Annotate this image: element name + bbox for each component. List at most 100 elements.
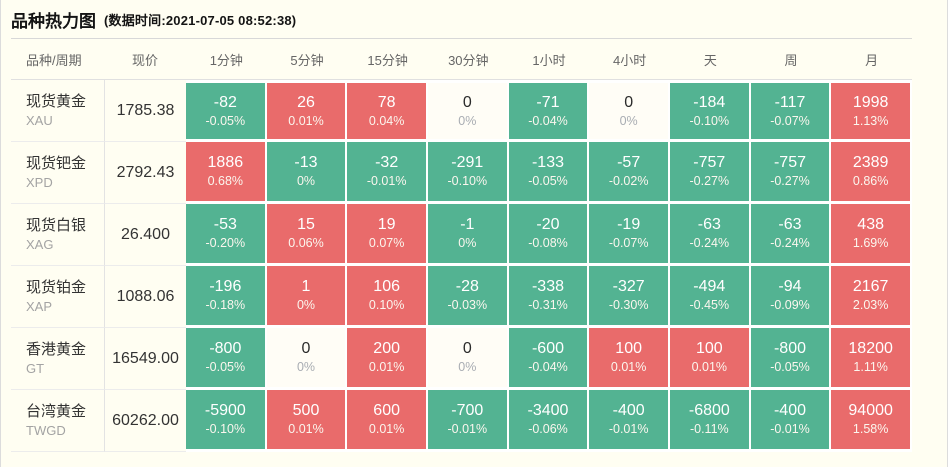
heat-percent: 0.01% — [288, 113, 324, 128]
column-header-1: 现价 — [131, 52, 158, 68]
heat-cell-周: -400 -0.01% — [750, 390, 832, 452]
heat-cell-30分钟: -1 0% — [427, 204, 509, 266]
heat-cell-1小时: -133 -0.05% — [508, 142, 590, 204]
instrument-symbol: GT — [26, 361, 45, 376]
heat-cell-5分钟: 26 0.01% — [266, 80, 348, 142]
table-row: 现货黄金 XAU 1785.38 -82 -0.05% 26 0.01% 78 0.04% 0 0%… — [11, 80, 912, 142]
price-cell: 1088.06 — [104, 266, 186, 328]
heat-value: 2167 — [852, 278, 889, 296]
heat-percent: -0.04% — [528, 360, 568, 375]
heat-percent: 0.86% — [852, 174, 889, 189]
table-row: 台湾黄金 TWGD 60262.00 -5900 -0.10% 500 0.01% 600 0.… — [11, 390, 912, 452]
heat-value: -327 — [612, 278, 645, 296]
instrument-name: 现货白银 — [26, 217, 87, 234]
heat-percent: 1.13% — [852, 113, 889, 128]
heat-value: -63 — [697, 216, 721, 234]
heat-value: 438 — [857, 216, 884, 234]
column-header-8: 天 — [703, 52, 717, 68]
heat-percent: -0.05% — [528, 174, 568, 189]
heat-cell-月: 94000 1.58% — [831, 390, 912, 452]
heat-cell-4小时: -327 -0.30% — [589, 266, 670, 328]
heat-value: -133 — [531, 154, 564, 172]
heat-cell-1分钟: -5900 -0.10% — [186, 390, 267, 452]
titlebar: 品种热力图 (数据时间:2021-07-05 08:52:38) — [11, 0, 912, 39]
heat-value: -28 — [455, 278, 479, 296]
heat-percent: 0% — [458, 113, 477, 128]
heat-percent: 0.06% — [288, 236, 324, 251]
heat-cell-天: 100 0.01% — [669, 328, 751, 390]
heat-percent: 0.68% — [207, 174, 244, 189]
heat-cell-天: -184 -0.10% — [669, 80, 751, 142]
instrument-symbol: XAP — [26, 299, 53, 314]
heat-value: -13 — [294, 154, 318, 172]
heat-percent: 0.01% — [368, 422, 405, 437]
heat-percent: -0.01% — [366, 174, 407, 189]
heat-percent: -0.01% — [770, 422, 810, 437]
table-row: 现货白银 XAG 26.400 -53 -0.20% 15 0.06% 19 0.07% -1 0%… — [11, 204, 912, 266]
heat-cell-30分钟: 0 0% — [427, 328, 509, 390]
heat-value: 18200 — [848, 340, 893, 358]
heat-cell-月: 18200 1.11% — [831, 328, 912, 390]
heat-value: 600 — [373, 402, 400, 420]
heat-value: -63 — [778, 216, 802, 234]
heat-value: 2389 — [852, 154, 889, 172]
instrument-cell: 现货黄金 XAU — [11, 80, 104, 142]
heat-value: 19 — [377, 216, 396, 234]
heat-cell-天: -494 -0.45% — [669, 266, 751, 328]
heat-percent: -0.04% — [528, 113, 568, 128]
heat-percent: -0.07% — [608, 236, 649, 251]
instrument-name: 现货黄金 — [26, 93, 87, 110]
heat-value: 94000 — [848, 402, 893, 420]
heat-percent: -0.24% — [770, 236, 810, 251]
heat-value: -400 — [773, 402, 806, 420]
price-cell: 60262.00 — [104, 390, 186, 452]
heat-value: -71 — [536, 93, 560, 111]
heat-percent: -0.01% — [608, 422, 649, 437]
heat-cell-4小时: -19 -0.07% — [589, 204, 670, 266]
heat-percent: -0.11% — [689, 422, 729, 437]
column-header-0: 品种/周期 — [26, 52, 82, 68]
heat-value: -757 — [773, 154, 806, 172]
instrument-cell: 现货铂金 XAP — [11, 266, 104, 328]
heat-value: -82 — [213, 93, 237, 111]
heat-value: 100 — [615, 340, 642, 358]
heat-value: -600 — [531, 340, 564, 358]
heat-cell-天: -757 -0.27% — [669, 142, 751, 204]
table-row: 香港黄金 GT 16549.00 -800 -0.05% 0 0% 200 0.01% 0 0% -6… — [11, 328, 912, 390]
heat-value: -1 — [460, 216, 475, 234]
heat-percent: 0.01% — [288, 422, 324, 437]
heat-value: 78 — [377, 93, 396, 111]
heat-cell-30分钟: -700 -0.01% — [427, 390, 509, 452]
price-cell: 2792.43 — [104, 142, 186, 204]
price-cell: 16549.00 — [104, 328, 186, 390]
heat-cell-5分钟: 15 0.06% — [266, 204, 348, 266]
heat-cell-30分钟: -291 -0.10% — [427, 142, 509, 204]
heat-percent: -0.10% — [205, 422, 246, 437]
table-header-row: 品种/周期 现价 1分钟 5分钟 15分钟 30分钟 1小时 4小时 天 周 月 — [11, 39, 912, 80]
instrument-symbol: XAU — [26, 113, 53, 128]
heat-cell-15分钟: 106 0.10% — [347, 266, 428, 328]
price-cell: 1785.38 — [104, 80, 186, 142]
heat-value: 500 — [292, 402, 320, 420]
heat-cell-1小时: -71 -0.04% — [508, 80, 590, 142]
heat-percent: 0% — [458, 360, 477, 375]
heat-percent: 0.01% — [691, 360, 728, 375]
instrument-symbol: TWGD — [26, 423, 66, 438]
heat-cell-1分钟: -82 -0.05% — [186, 80, 267, 142]
heat-value: -6800 — [688, 402, 730, 420]
heat-percent: -0.06% — [528, 422, 568, 437]
heat-percent: 0% — [296, 298, 316, 313]
heat-percent: 0.07% — [368, 236, 405, 251]
heat-cell-15分钟: 200 0.01% — [347, 328, 428, 390]
heat-value: 1886 — [207, 154, 244, 172]
heat-value: -400 — [612, 402, 645, 420]
instrument-name: 现货铂金 — [26, 279, 87, 296]
heat-value: -184 — [693, 93, 726, 111]
heat-value: 1998 — [852, 93, 889, 111]
heat-percent: -0.05% — [205, 360, 246, 375]
heat-percent: 0.04% — [368, 113, 405, 128]
heat-value: 106 — [373, 278, 400, 296]
heat-value: 0 — [301, 340, 311, 358]
heat-value: 0 — [624, 93, 634, 111]
heat-value: -5900 — [204, 402, 246, 420]
